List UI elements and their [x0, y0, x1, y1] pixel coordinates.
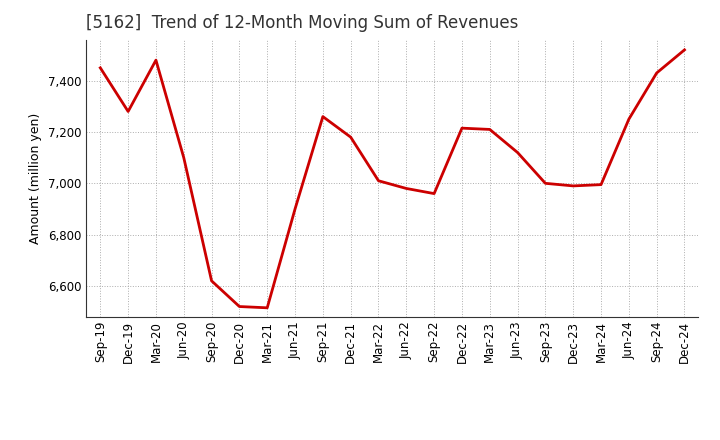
- Y-axis label: Amount (million yen): Amount (million yen): [30, 113, 42, 244]
- Text: [5162]  Trend of 12-Month Moving Sum of Revenues: [5162] Trend of 12-Month Moving Sum of R…: [86, 15, 519, 33]
